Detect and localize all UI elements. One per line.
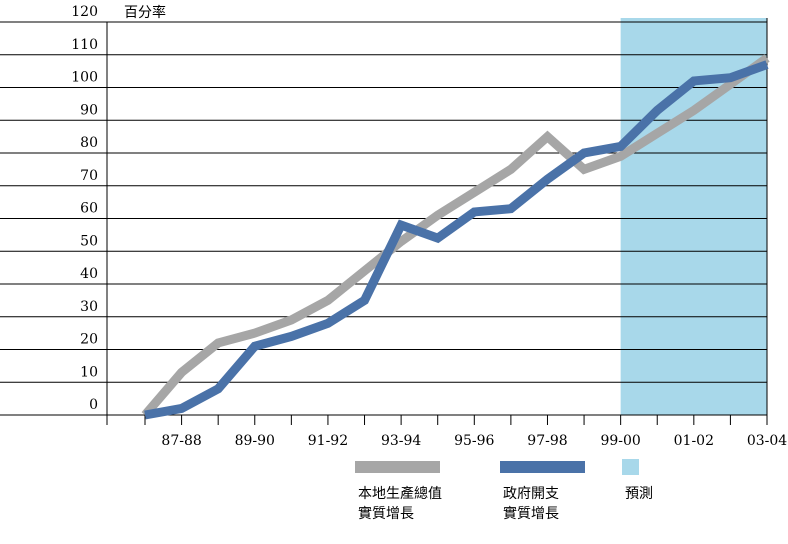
y-tick-label: 70 [80, 168, 98, 184]
x-tick-label: 97-98 [527, 433, 567, 449]
y-axis-label: 百分率 [124, 4, 166, 21]
x-tick-label: 89-90 [235, 433, 275, 449]
y-tick-label: 20 [80, 332, 98, 348]
legend-label: 預測 [625, 486, 653, 502]
y-tick-label: 90 [80, 102, 98, 118]
y-tick-label: 40 [80, 266, 98, 282]
series-line [141, 54, 770, 418]
x-tick-label: 93-94 [381, 433, 421, 449]
series-line [144, 60, 769, 420]
y-tick-label: 60 [80, 201, 98, 217]
y-tick-label: 30 [80, 299, 98, 315]
y-tick-label: 110 [71, 37, 98, 53]
legend-swatch [622, 459, 639, 475]
x-tick-label: 91-92 [308, 433, 348, 449]
x-tick-label: 99-00 [600, 433, 640, 449]
y-tick-label: 120 [71, 4, 98, 20]
x-tick-label: 95-96 [454, 433, 494, 449]
y-tick-label: 50 [80, 233, 98, 249]
legend-label: 本地生產總值 實質增長 [358, 486, 442, 522]
y-tick-label: 0 [89, 397, 98, 413]
x-tick-label: 03-04 [747, 433, 787, 449]
y-tick-label: 80 [80, 135, 98, 151]
x-tick-label: 01-02 [674, 433, 714, 449]
y-tick-label: 100 [71, 70, 98, 86]
x-tick-label: 87-88 [161, 433, 201, 449]
y-tick-label: 10 [80, 364, 98, 380]
legend-label: 政府開支 實質增長 [503, 486, 559, 522]
